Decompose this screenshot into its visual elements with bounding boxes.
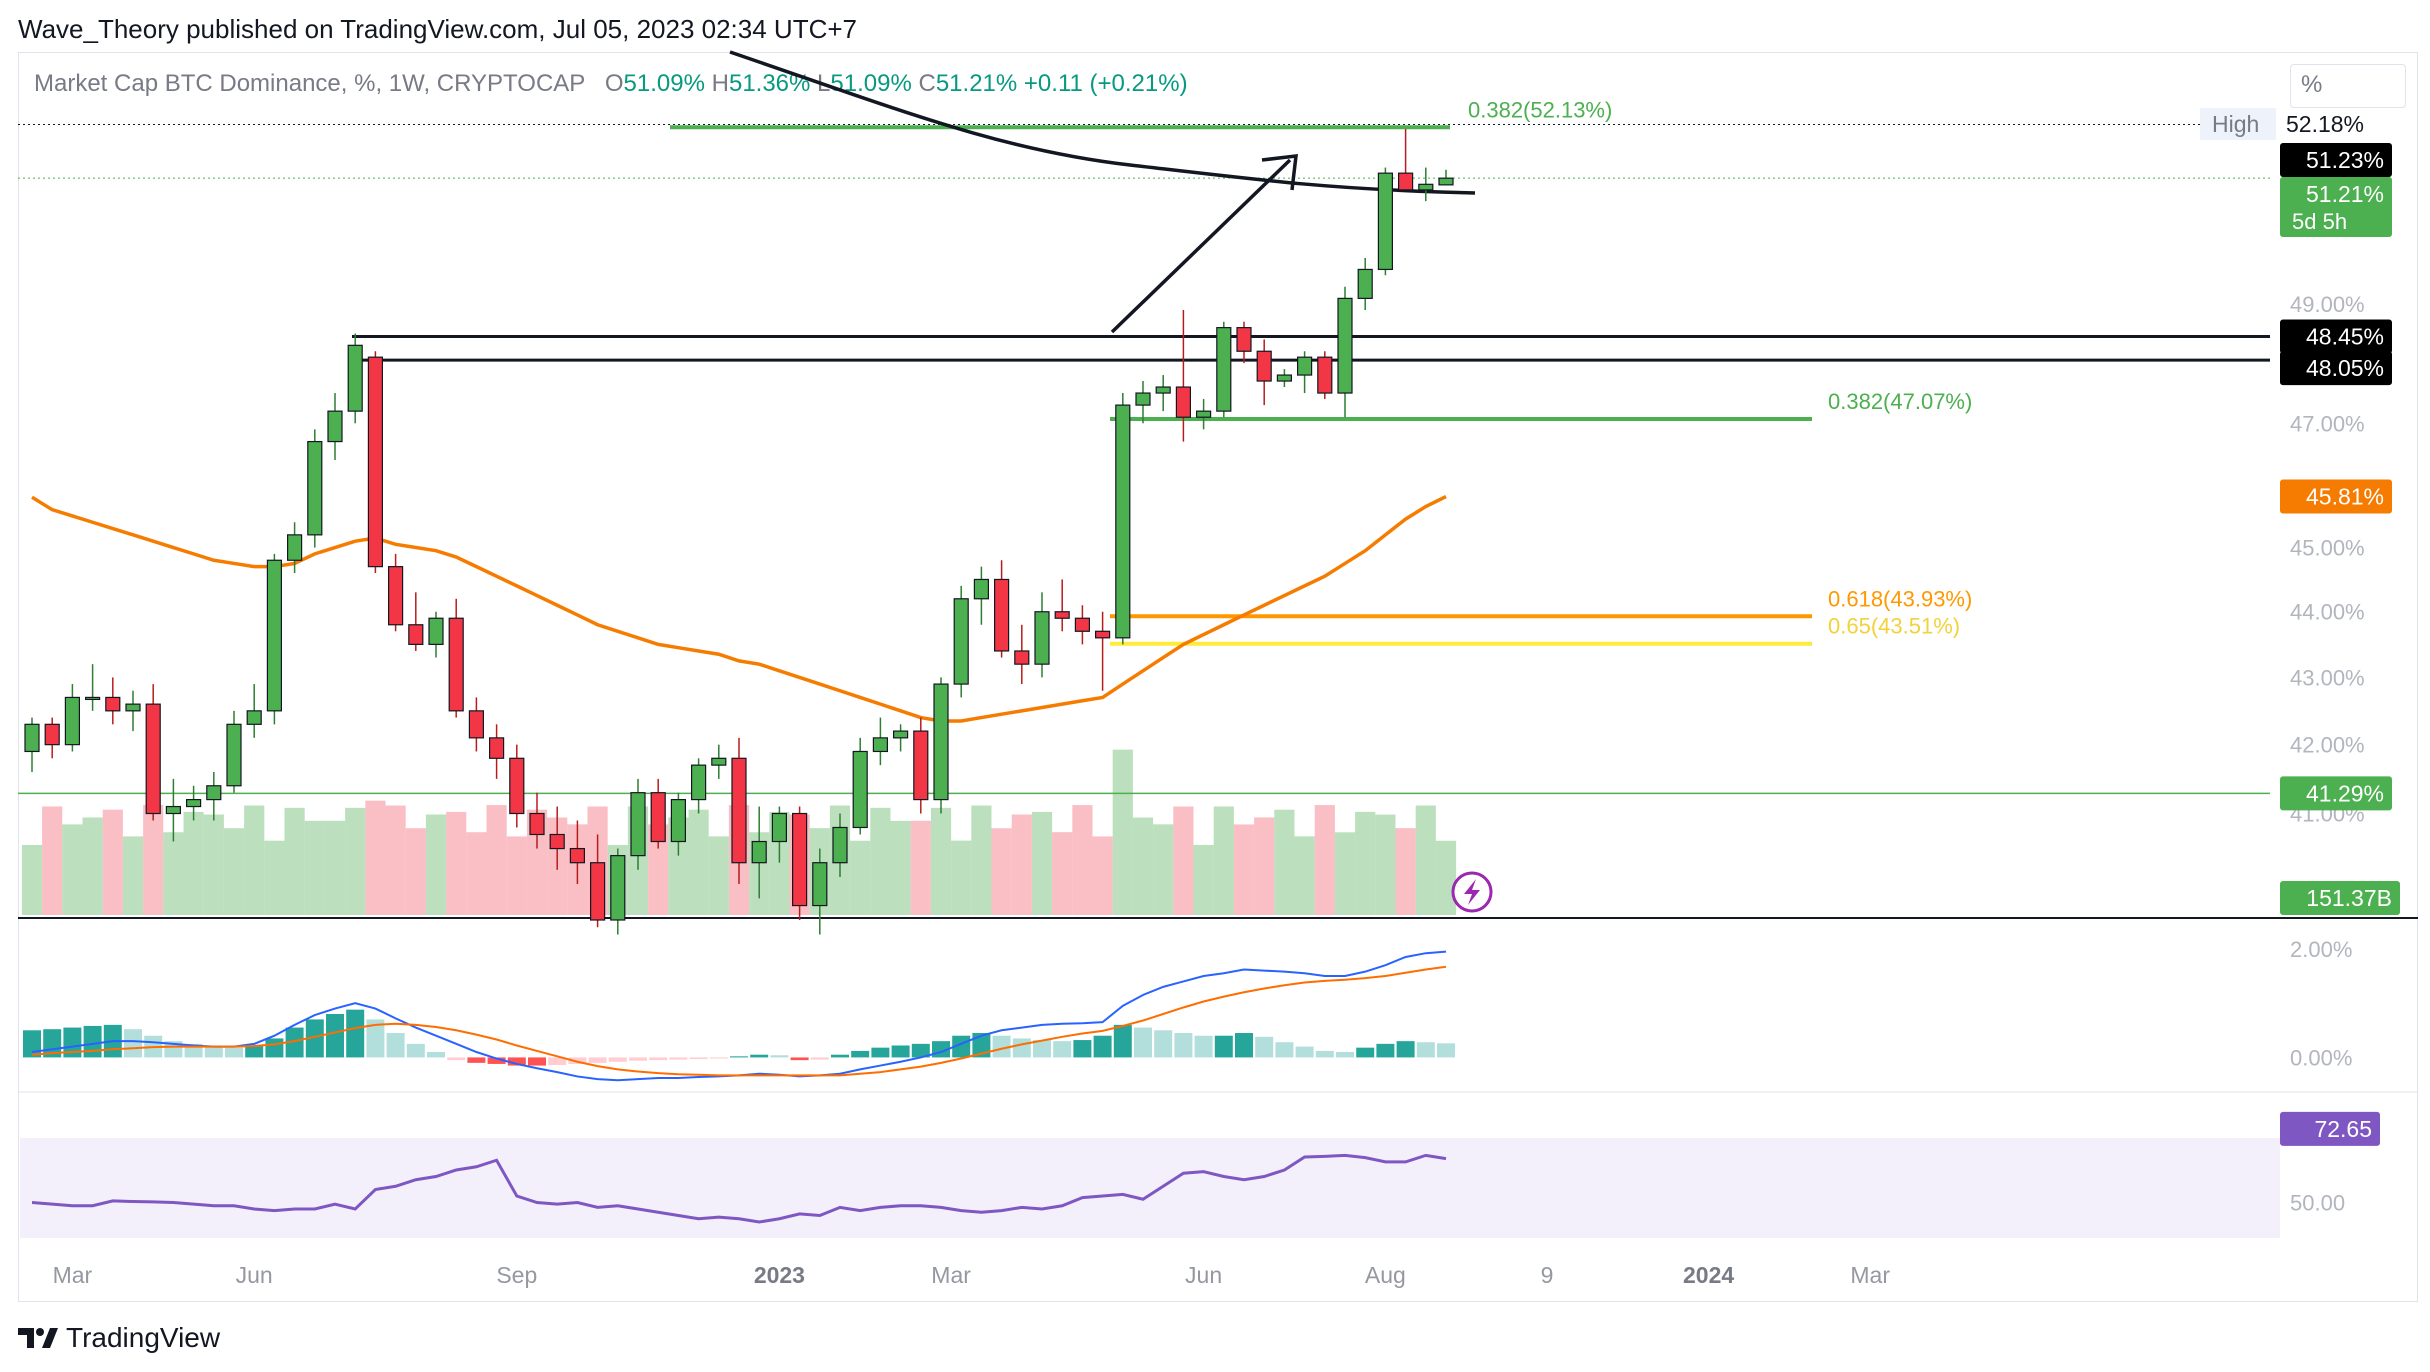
open-label: O <box>604 70 624 97</box>
change-value: +0.11 (+0.21%) <box>1023 70 1188 97</box>
publisher-header: Wave_Theory published on TradingView.com… <box>18 14 857 44</box>
low-label: L <box>817 70 831 97</box>
open-value: 51.09% <box>623 70 705 97</box>
close-value: 51.21% <box>935 70 1018 97</box>
tradingview-logo-icon <box>18 1328 58 1348</box>
percent-scale-button[interactable]: % <box>2290 64 2406 108</box>
tradingview-brand: TradingView <box>66 1322 221 1353</box>
low-value: 51.09% <box>830 70 912 97</box>
chart-frame[interactable] <box>18 52 2418 1302</box>
symbol-name: Market Cap BTC Dominance, %, 1W, CRYPTOC… <box>34 70 585 97</box>
tradingview-logo[interactable]: TradingView <box>18 1322 220 1354</box>
symbol-legend: Market Cap BTC Dominance, %, 1W, CRYPTOC… <box>34 70 1188 98</box>
high-label: H <box>711 70 729 97</box>
close-label: C <box>918 70 936 97</box>
high-value: 51.36% <box>728 70 811 97</box>
